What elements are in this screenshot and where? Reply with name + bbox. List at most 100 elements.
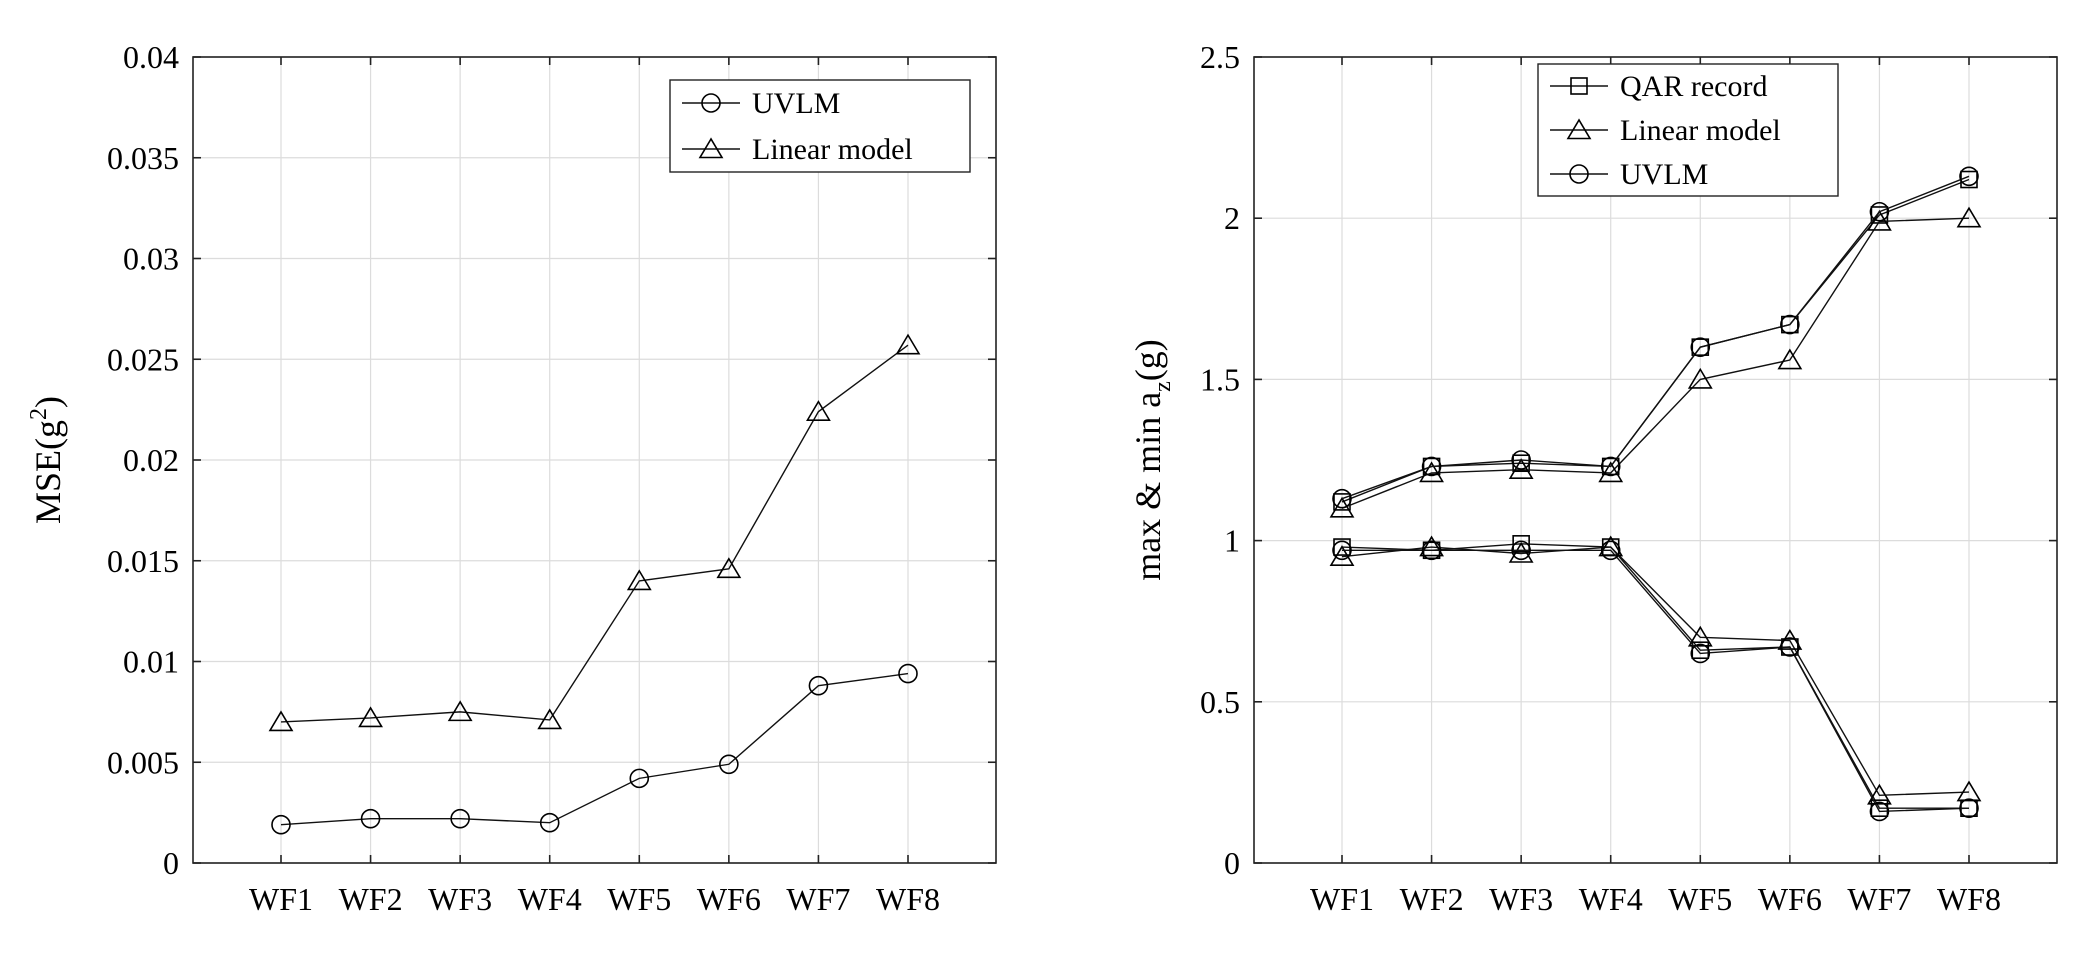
data-point-circle: [539, 812, 560, 833]
data-point-circle: [1332, 488, 1352, 509]
y-axis-label-base: MSE(g: [28, 420, 68, 524]
data-point-circle: [719, 754, 739, 775]
x-tick-label: WF5: [1668, 881, 1732, 917]
x-tick-label: WF1: [1310, 881, 1374, 917]
series-line: [280, 344, 909, 723]
legend-marker-circle: [1569, 164, 1589, 184]
data-point-circle: [1869, 201, 1890, 222]
x-tick-label: WF6: [1758, 881, 1822, 917]
x-tick-label: WF4: [1579, 881, 1643, 917]
data-point-triangle: [1508, 541, 1534, 563]
data-point-triangle: [447, 700, 473, 722]
axes-box: [1253, 56, 2058, 864]
legend-marker-circle: [701, 93, 721, 113]
data-point-triangle: [1329, 496, 1355, 518]
y-axis-label-sub: z: [1150, 381, 1176, 392]
series-line: [1341, 546, 1970, 797]
legend-label: Linear model: [752, 133, 913, 166]
data-point-triangle: [1867, 783, 1892, 805]
data-point-circle: [360, 808, 381, 829]
data-point-circle: [450, 808, 470, 829]
data-point-triangle: [268, 710, 294, 732]
x-tick-label: WF7: [1847, 881, 1911, 917]
y-tick-label: 1: [1224, 523, 1240, 559]
data-point-triangle: [1598, 461, 1624, 483]
data-point-triangle: [1329, 545, 1355, 567]
series-qar-record-max: [1333, 170, 1978, 511]
x-tick-label: WF8: [1937, 881, 2001, 917]
series-uvlm: [271, 663, 918, 835]
x-tick-label: WF2: [1400, 881, 1464, 917]
data-point-circle: [1332, 540, 1352, 561]
data-point-circle: [1600, 456, 1621, 477]
data-point-triangle: [1687, 367, 1713, 389]
y-axis-label: max & min az(g): [1128, 339, 1176, 581]
series-uvlm-min: [1332, 540, 1979, 822]
x-tick-label: WF3: [428, 881, 492, 917]
data-point-triangle: [1777, 348, 1803, 370]
data-point-triangle: [1867, 209, 1892, 231]
legend: QAR record Linear model UVLM: [1537, 63, 1839, 197]
y-tick-label: 0.035: [107, 140, 179, 176]
data-point-triangle: [1956, 206, 1982, 228]
y-tick-label: 0.015: [107, 543, 179, 579]
y-tick-label: 2.5: [1200, 39, 1240, 75]
legend: UVLM Linear model: [669, 79, 971, 173]
x-tick-label: WF5: [607, 881, 671, 917]
data-point-triangle: [626, 569, 652, 591]
x-tick-label: WF3: [1489, 881, 1553, 917]
y-tick-label: 0: [1224, 845, 1240, 881]
series-linear-model-max: [1329, 206, 1982, 518]
series-linear-model: [268, 333, 921, 732]
data-point-square: [1781, 315, 1799, 334]
data-point-triangle: [1956, 780, 1982, 802]
legend-label: QAR record: [1620, 70, 1767, 103]
data-point-square: [1512, 535, 1530, 553]
series-line: [1341, 543, 1969, 809]
data-point-circle: [1600, 540, 1621, 561]
x-tick-label: WF7: [786, 881, 850, 917]
y-tick-label: 0.5: [1200, 684, 1240, 720]
y-tick-label: 2: [1224, 200, 1240, 236]
x-tick-label: WF8: [876, 881, 940, 917]
data-point-triangle: [1687, 625, 1713, 647]
data-point-triangle: [1419, 535, 1444, 557]
data-point-triangle: [358, 706, 383, 728]
data-point-circle: [1780, 637, 1800, 657]
data-point-circle: [1421, 456, 1442, 477]
legend-label: UVLM: [752, 87, 840, 120]
y-axis-label-sup: 2: [26, 408, 52, 420]
data-point-circle: [1869, 801, 1890, 822]
legend-marker-triangle: [1566, 118, 1592, 140]
series-line: [1341, 175, 1970, 500]
grid: [193, 56, 996, 864]
data-point-triangle: [1508, 458, 1534, 479]
data-point-circle: [1780, 314, 1800, 335]
data-point-circle: [1511, 540, 1531, 561]
legend-marker-triangle: [698, 137, 724, 159]
y-tick-label: 1.5: [1200, 361, 1240, 397]
series-line: [1341, 217, 1970, 510]
data-point-circle: [1690, 643, 1711, 664]
data-point-circle: [898, 663, 918, 684]
y-tick-label: 0.02: [123, 442, 179, 478]
data-point-square: [1691, 338, 1710, 356]
chart-mse: 0 0.005 0.01 0.015 0.02 0.025 0.03 0.035 0.04 WF1…: [26, 39, 997, 917]
data-point-triangle: [1598, 535, 1624, 557]
data-point-circle: [629, 768, 650, 789]
y-tick-label: 0.04: [123, 39, 179, 75]
data-point-triangle: [806, 400, 831, 421]
data-point-circle: [1959, 166, 1979, 187]
data-point-circle: [1421, 540, 1442, 561]
data-point-circle: [1959, 798, 1979, 818]
y-axis-label-close: (g): [1128, 339, 1168, 381]
data-point-triangle: [1419, 461, 1444, 483]
legend-label: Linear model: [1620, 114, 1781, 147]
data-point-circle: [808, 675, 829, 696]
data-point-triangle: [895, 333, 921, 355]
series-uvlm-max: [1332, 166, 1979, 509]
legend-box: [669, 79, 971, 173]
y-tick-label: 0.01: [123, 644, 179, 680]
series-qar-record-min: [1333, 535, 1978, 817]
x-tick-label: WF1: [249, 881, 313, 917]
